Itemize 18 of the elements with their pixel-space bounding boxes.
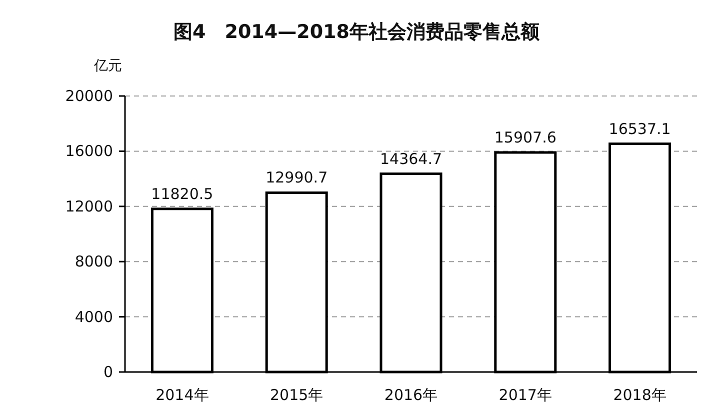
x-tick-label: 2015年 [270, 386, 324, 404]
y-tick-label: 16000 [65, 142, 113, 160]
data-label: 16537.1 [608, 120, 671, 138]
data-label: 14364.7 [380, 150, 442, 168]
x-tick-label: 2017年 [498, 386, 552, 404]
y-tick-label: 8000 [74, 252, 113, 271]
y-axis-title: 亿元 [93, 58, 122, 74]
x-tick-label: 2016年 [384, 386, 438, 404]
data-label: 12990.7 [266, 168, 328, 187]
x-tick-label: 2014年 [156, 386, 209, 404]
y-tick-label: 0 [103, 363, 113, 381]
y-tick-label: 12000 [65, 197, 113, 216]
data-label: 11820.5 [151, 184, 214, 203]
y-tick-label: 20000 [65, 87, 113, 105]
x-tick-label: 2018年 [613, 386, 666, 404]
chart-title: 图4 2014—2018年社会消费品零售总额 [174, 21, 540, 43]
y-tick-label: 4000 [74, 308, 113, 326]
data-label: 15907.6 [494, 128, 556, 146]
